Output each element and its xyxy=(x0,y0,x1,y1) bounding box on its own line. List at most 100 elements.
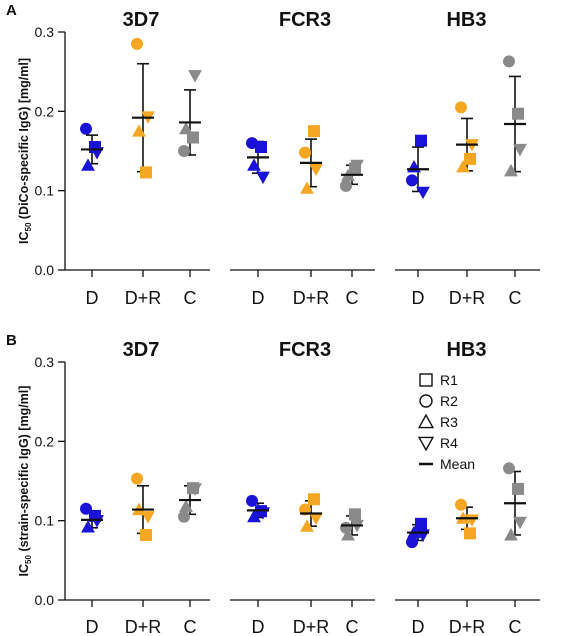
data-point xyxy=(81,158,95,171)
data-point xyxy=(308,493,320,506)
legend-swatch xyxy=(417,436,435,452)
data-point xyxy=(309,163,323,177)
panel-letter: B xyxy=(6,332,17,349)
panel-letter: A xyxy=(6,2,17,19)
data-point xyxy=(503,55,515,68)
data-point xyxy=(187,131,199,144)
data-point xyxy=(309,512,323,526)
data-point xyxy=(464,527,476,540)
y-axis-label: IC50 (strain-specific IgG) [mg/ml] xyxy=(17,386,33,577)
y-tick-label: 0.2 xyxy=(35,433,55,449)
data-point xyxy=(178,145,190,157)
data-point xyxy=(415,517,427,530)
x-group-label: C xyxy=(184,288,197,308)
strain-title: HB3 xyxy=(446,9,486,31)
y-tick-label: 0.0 xyxy=(35,592,55,608)
data-point xyxy=(131,472,143,485)
data-point xyxy=(455,498,467,511)
x-group-label: D xyxy=(86,288,99,308)
data-point xyxy=(255,141,267,154)
x-group-label: D xyxy=(86,617,99,636)
data-point xyxy=(80,502,92,515)
data-point xyxy=(246,494,258,507)
data-point xyxy=(407,159,421,173)
legend-label: R3 xyxy=(440,414,458,430)
data-point xyxy=(513,143,527,157)
data-point xyxy=(188,70,202,83)
data-point xyxy=(406,174,418,187)
y-axis-label-sub: 50 xyxy=(24,222,33,231)
x-group-label: C xyxy=(346,288,359,308)
data-point xyxy=(340,179,352,192)
data-point xyxy=(179,121,193,135)
data-point xyxy=(247,158,261,171)
data-point xyxy=(131,37,143,50)
legend-label: R1 xyxy=(440,372,458,388)
data-point xyxy=(341,528,355,541)
data-point xyxy=(247,509,261,523)
data-point xyxy=(299,146,311,159)
y-axis-label-rest: (strain-specific IgG) [mg/ml] xyxy=(17,386,31,555)
data-point xyxy=(512,482,524,495)
data-point xyxy=(90,515,104,528)
x-group-label: D+R xyxy=(293,288,330,308)
data-point xyxy=(455,101,467,114)
y-axis-label-main: IC xyxy=(17,232,31,245)
legend-swatch xyxy=(417,413,435,429)
data-point xyxy=(350,159,364,173)
strain-title: FCR3 xyxy=(279,339,331,361)
x-group-label: D+R xyxy=(449,288,486,308)
x-group-label: D+R xyxy=(293,617,330,636)
data-point xyxy=(349,508,361,521)
legend-label: Mean xyxy=(440,456,475,472)
y-tick-label: 0.3 xyxy=(35,24,55,40)
data-point xyxy=(178,510,190,523)
data-point xyxy=(308,125,320,138)
data-point xyxy=(300,181,314,194)
x-group-label: D xyxy=(412,288,425,308)
x-group-label: C xyxy=(184,617,197,636)
y-tick-label: 0.1 xyxy=(35,513,55,529)
data-point xyxy=(456,159,470,173)
legend-swatch xyxy=(419,373,433,387)
y-axis-label: IC50 (DiCo-specific IgG) [mg/ml] xyxy=(17,58,33,244)
data-point xyxy=(503,462,515,475)
data-point xyxy=(140,166,152,179)
strain-title: 3D7 xyxy=(123,9,160,31)
data-point xyxy=(140,528,152,541)
data-point xyxy=(141,511,155,524)
data-point xyxy=(464,152,476,165)
data-point xyxy=(504,163,518,177)
data-point xyxy=(416,186,430,200)
y-tick-label: 0.2 xyxy=(35,103,55,119)
data-point xyxy=(406,536,418,549)
legend-label: R2 xyxy=(440,393,458,409)
y-tick-label: 0.1 xyxy=(35,183,55,199)
data-point xyxy=(512,107,524,120)
data-point xyxy=(80,122,92,135)
x-group-label: D+R xyxy=(449,617,486,636)
strain-title: FCR3 xyxy=(279,9,331,31)
x-group-label: D+R xyxy=(125,617,162,636)
y-axis-label-sub: 50 xyxy=(24,554,33,563)
x-group-label: D xyxy=(252,288,265,308)
y-axis-label-rest: (DiCo-specific IgG) [mg/ml] xyxy=(17,58,31,223)
x-group-label: D+R xyxy=(125,288,162,308)
data-point xyxy=(246,137,258,150)
data-point xyxy=(81,520,95,533)
x-group-label: D xyxy=(412,617,425,636)
strain-title: 3D7 xyxy=(123,339,160,361)
x-group-label: C xyxy=(509,617,522,636)
data-point xyxy=(300,519,314,532)
x-group-label: D xyxy=(252,617,265,636)
data-point xyxy=(504,528,518,541)
data-point xyxy=(256,171,270,185)
y-tick-label: 0.3 xyxy=(35,354,55,370)
y-axis-label-main: IC xyxy=(17,564,31,577)
data-point xyxy=(513,516,527,530)
data-point xyxy=(415,134,427,147)
y-tick-label: 0.0 xyxy=(35,262,55,278)
strain-title: HB3 xyxy=(446,339,486,361)
x-group-label: C xyxy=(346,617,359,636)
